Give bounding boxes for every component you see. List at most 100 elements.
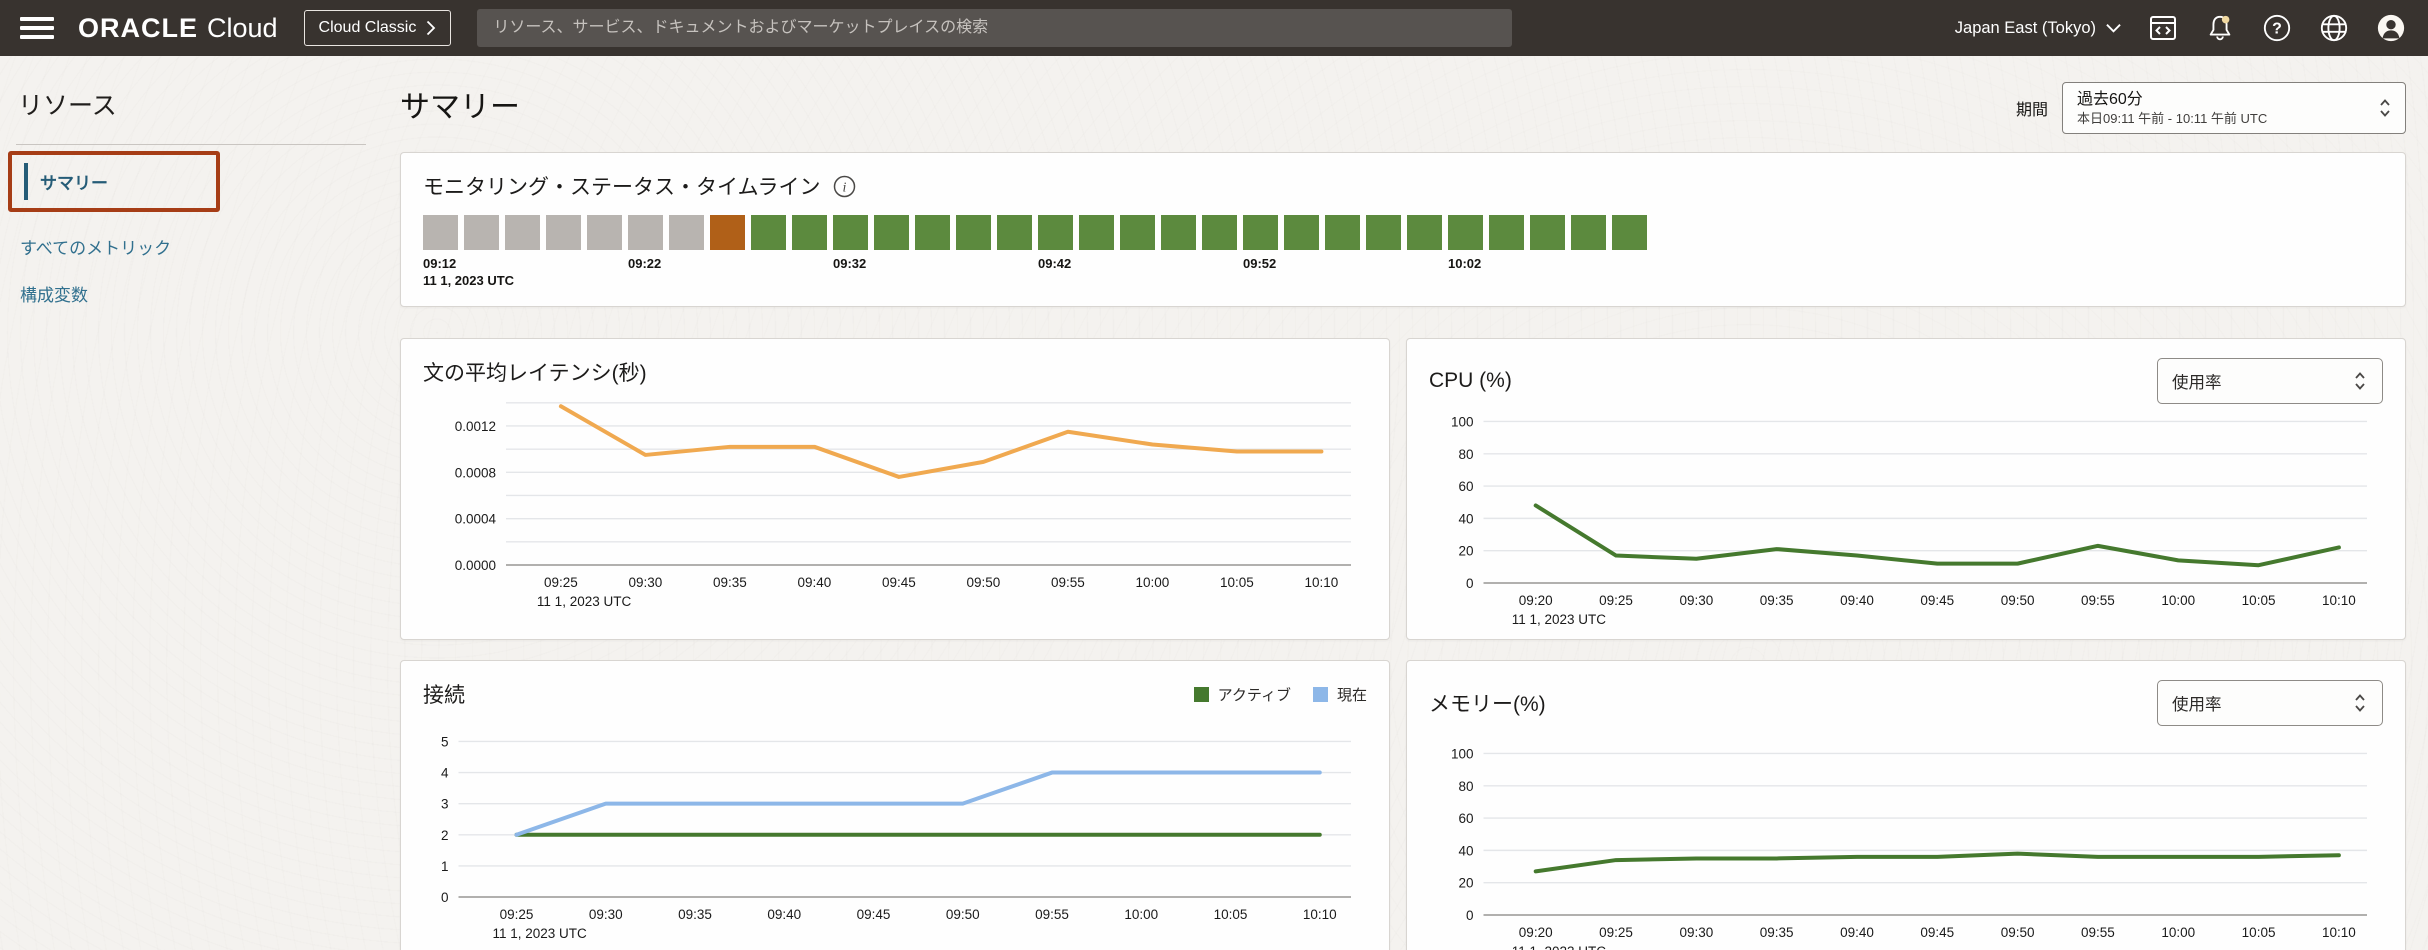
y-tick-label: 0.0000	[455, 558, 496, 573]
x-tick-label: 09:30	[1679, 925, 1713, 940]
logo-brand: ORACLE	[78, 12, 198, 43]
x-tick-label: 09:40	[1840, 593, 1874, 608]
timeline-square-ok	[1284, 215, 1319, 250]
y-tick-label: 0.0012	[455, 419, 496, 434]
x-axis-date-label: 11 1, 2023 UTC	[537, 594, 632, 609]
series-line	[514, 770, 1322, 837]
globe-icon[interactable]	[2319, 12, 2349, 44]
sidebar-item-config-variables[interactable]: 構成変数	[20, 286, 88, 305]
cpu-metric-select[interactable]: 使用率	[2157, 358, 2383, 404]
chart-title-cpu: CPU (%)	[1429, 369, 1512, 392]
x-tick-label: 10:10	[1303, 907, 1337, 922]
memory-metric-select[interactable]: 使用率	[2157, 680, 2383, 726]
topbar-right-cluster: Japan East (Tokyo) ?	[1955, 12, 2406, 44]
y-tick-label: 20	[1458, 544, 1473, 559]
sidebar: リソース サマリー すべてのメトリック 構成変数	[0, 56, 390, 950]
memory-chart-card: メモリー(%) 使用率 0 20 40 60 80 100 09:20 09:25 09:30 0…	[1406, 660, 2406, 950]
timeline-square-ok	[833, 215, 868, 250]
user-avatar-icon[interactable]	[2376, 12, 2406, 44]
memory-metric-select-value: 使用率	[2172, 696, 2222, 714]
y-tick-label: 100	[1451, 414, 1474, 429]
timeline-square-unavailable	[587, 215, 622, 250]
select-chevrons-icon	[2380, 99, 2390, 117]
period-range: 本日09:11 午前 - 10:11 午前 UTC	[2077, 110, 2268, 126]
period-value: 過去60分	[2077, 90, 2143, 108]
search-input[interactable]	[477, 9, 1513, 47]
x-tick-label: 09:25	[1599, 925, 1633, 940]
x-tick-label: 09:35	[678, 907, 712, 922]
timeline-title: モニタリング・ステータス・タイムライン	[423, 176, 821, 199]
avg-latency-chart-card: 文の平均レイテンシ(秒) 0.0000 0.0004 0.0008 0.0012 09:…	[400, 338, 1390, 640]
timeline-square-unavailable	[464, 215, 499, 250]
x-tick-label: 09:20	[1519, 925, 1553, 940]
x-tick-label: 09:30	[589, 907, 623, 922]
period-select[interactable]: 過去60分 本日09:11 午前 - 10:11 午前 UTC	[2062, 82, 2406, 134]
region-label: Japan East (Tokyo)	[1954, 18, 2096, 37]
timeline-square-ok	[1530, 215, 1565, 250]
chevron-right-icon	[427, 20, 436, 36]
x-tick-label: 10:05	[1220, 575, 1254, 590]
timeline-square-ok	[956, 215, 991, 250]
timeline-time-label: 09:42	[1038, 256, 1072, 271]
info-icon[interactable]: i	[833, 175, 856, 198]
x-tick-label: 09:35	[1760, 593, 1794, 608]
timeline-square-ok	[1366, 215, 1401, 250]
x-tick-label: 09:55	[2081, 925, 2115, 940]
y-tick-label: 2	[441, 828, 449, 843]
x-tick-label: 10:00	[1124, 907, 1158, 922]
timeline-square-ok	[1571, 215, 1606, 250]
connections-line-chart: 0 1 2 3 4 5 09:25 09:30 09:35 09:40 09:45 09:50 09:5…	[441, 734, 1351, 941]
y-tick-label: 60	[1458, 479, 1473, 494]
x-tick-label: 09:55	[1051, 575, 1085, 590]
timeline-square-unavailable	[546, 215, 581, 250]
cloud-classic-button[interactable]: Cloud Classic	[303, 10, 452, 46]
timeline-square-ok	[915, 215, 950, 250]
hamburger-menu-icon[interactable]	[20, 15, 54, 41]
timeline-square-ok	[1407, 215, 1442, 250]
series-line	[558, 404, 1324, 479]
legend-swatch	[1312, 686, 1328, 702]
timeline-square-ok	[1079, 215, 1114, 250]
x-axis-date-label: 11 1, 2023 UTC	[1512, 612, 1607, 627]
timeline-square-ok	[1612, 215, 1647, 250]
y-tick-label: 40	[1458, 511, 1473, 526]
x-tick-label: 10:00	[2161, 925, 2195, 940]
timeline-time-label: 09:32	[833, 256, 867, 271]
dev-console-icon[interactable]	[2148, 12, 2178, 44]
series-line	[1533, 851, 2341, 874]
sidebar-item-all-metrics[interactable]: すべてのメトリック	[20, 239, 172, 258]
region-selector[interactable]: Japan East (Tokyo)	[1955, 19, 2121, 38]
oracle-cloud-logo[interactable]: ORACLE Cloud	[78, 13, 278, 44]
timeline-square-unavailable	[669, 215, 704, 250]
y-tick-label: 20	[1458, 876, 1473, 891]
y-tick-label: 0	[441, 890, 449, 905]
timeline-date-label: 11 1, 2023 UTC	[423, 273, 515, 288]
timeline-time-label: 09:12	[423, 256, 457, 271]
y-tick-label: 3	[441, 797, 449, 812]
sidebar-item-summary[interactable]: サマリー	[24, 163, 216, 200]
x-tick-label: 10:00	[1136, 575, 1170, 590]
x-tick-label: 09:55	[2081, 593, 2115, 608]
notifications-bell-icon[interactable]	[2205, 12, 2235, 44]
series-line	[1533, 503, 2341, 568]
x-tick-label: 09:45	[1920, 925, 1954, 940]
logo-product: Cloud	[207, 12, 278, 43]
x-tick-label: 09:50	[967, 575, 1001, 590]
x-tick-label: 09:30	[1679, 593, 1713, 608]
x-tick-label: 09:45	[1920, 593, 1954, 608]
timeline-time-label: 10:02	[1448, 256, 1482, 271]
timeline-square-warning	[710, 215, 745, 250]
timeline-time-label: 09:22	[628, 256, 662, 271]
y-tick-label: 4	[441, 766, 449, 781]
legend-swatch	[1193, 686, 1209, 702]
timeline-square-ok	[1120, 215, 1155, 250]
help-icon[interactable]: ?	[2262, 12, 2292, 44]
x-tick-label: 10:10	[1305, 575, 1339, 590]
x-tick-label: 09:20	[1519, 593, 1553, 608]
sidebar-heading: リソース	[18, 92, 117, 120]
x-tick-label: 09:45	[882, 575, 916, 590]
y-tick-label: 80	[1458, 779, 1473, 794]
x-axis-date-label: 11 1, 2023 UTC	[493, 926, 588, 941]
x-tick-label: 09:30	[629, 575, 663, 590]
cpu-chart-card: CPU (%) 使用率 0 20 40 60 80 100 09:20 09:25 09:30 0…	[1406, 338, 2406, 640]
